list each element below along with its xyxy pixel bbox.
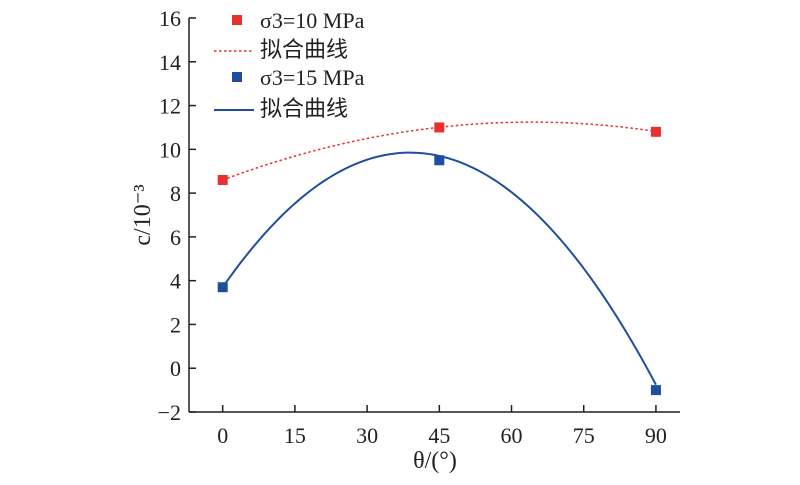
- y-tick-label: 14: [159, 50, 181, 75]
- legend-label-fit-2: 拟合曲线: [260, 96, 348, 121]
- legend-label-fit-1: 拟合曲线: [260, 37, 348, 62]
- y-tick-label: 0: [170, 356, 181, 381]
- data-point-series-1: [650, 126, 661, 137]
- x-tick-label: 90: [645, 423, 667, 448]
- y-axis-ticks: −2 0 2 4 6 8 10 12 14 16: [158, 6, 196, 425]
- y-tick-label: 8: [170, 181, 181, 206]
- data-point-series-2: [434, 155, 445, 166]
- x-tick-label: 60: [501, 423, 523, 448]
- x-tick-label: 45: [428, 423, 450, 448]
- plot-area: [217, 121, 661, 396]
- y-axis-title: c/10⁻³: [130, 184, 156, 245]
- legend-marker-series-2: [232, 72, 242, 82]
- y-tick-label: 4: [170, 269, 181, 294]
- fit-curve-series-1: [222, 121, 657, 181]
- y-tick-label: 6: [170, 225, 181, 250]
- x-axis-ticks: 0 15 30 45 60 75 90: [217, 405, 667, 448]
- legend-label-series-1: σ3=10 MPa: [260, 8, 365, 33]
- x-tick-label: 0: [217, 423, 228, 448]
- y-tick-label: −2: [158, 400, 181, 425]
- y-tick-label: 2: [170, 312, 181, 337]
- x-tick-label: 75: [573, 423, 595, 448]
- data-point-series-2: [650, 385, 661, 396]
- x-tick-label: 30: [356, 423, 378, 448]
- data-point-series-1: [434, 122, 445, 133]
- fit-curve-series-2: [221, 151, 657, 386]
- y-tick-label: 12: [159, 94, 181, 119]
- legend: σ3=10 MPa 拟合曲线 σ3=15 MPa 拟合曲线: [214, 8, 365, 121]
- y-tick-label: 10: [159, 137, 181, 162]
- legend-marker-series-1: [232, 15, 242, 25]
- data-point-series-1: [217, 174, 228, 185]
- legend-label-series-2: σ3=15 MPa: [260, 65, 365, 90]
- x-axis-title: θ/(°): [413, 448, 457, 474]
- y-tick-label: 16: [159, 6, 181, 31]
- x-tick-label: 15: [284, 423, 306, 448]
- data-point-series-2: [217, 282, 228, 293]
